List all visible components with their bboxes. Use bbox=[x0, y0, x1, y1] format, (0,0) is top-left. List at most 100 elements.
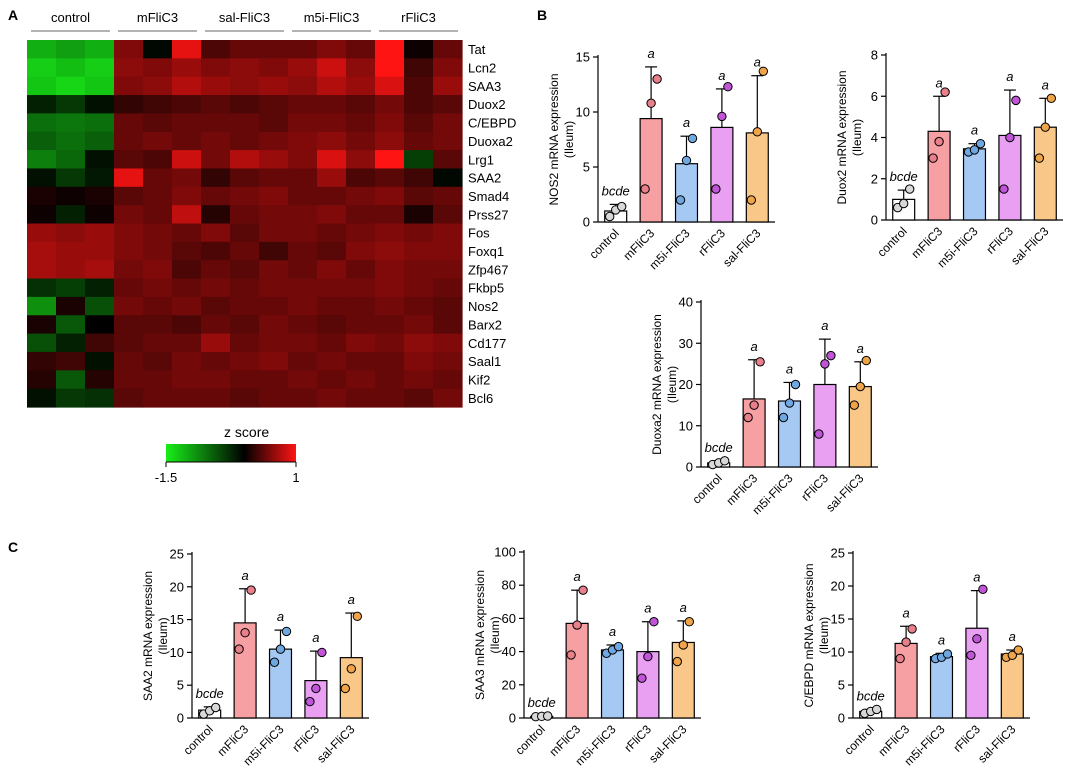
heatmap-cell bbox=[172, 388, 202, 408]
y-tick-label: 25 bbox=[831, 546, 845, 561]
data-point bbox=[861, 355, 871, 366]
heatmap-cell bbox=[85, 388, 115, 408]
data-point bbox=[281, 626, 292, 637]
heatmap-cell bbox=[433, 315, 463, 335]
heatmap-cell bbox=[230, 113, 260, 133]
heatmap-cell bbox=[346, 205, 376, 225]
data-point bbox=[317, 647, 327, 658]
heatmap-cell bbox=[230, 315, 260, 335]
y-tick-label: 10 bbox=[576, 105, 590, 120]
heatmap-cell bbox=[404, 223, 434, 243]
y-axis-label-line: NOS2 mRNA expression bbox=[547, 73, 561, 205]
heatmap-cell bbox=[85, 58, 115, 78]
heatmap-cell bbox=[85, 150, 115, 170]
heatmap-cell bbox=[172, 370, 202, 390]
heatmap-cell bbox=[230, 278, 260, 298]
heatmap-cell bbox=[27, 40, 57, 59]
heatmap-cell bbox=[230, 351, 260, 371]
heatmap-cell bbox=[85, 315, 115, 335]
heatmap-cell bbox=[27, 388, 57, 408]
heatmap-cell bbox=[433, 333, 463, 353]
heatmap-cell bbox=[317, 113, 347, 133]
heatmap-cell bbox=[114, 333, 144, 353]
colorbar-tick-label: 1 bbox=[292, 470, 299, 485]
chart-saa3: 0 20 40 60 80 100 SAA3 mRNA expression(Ileum) b… bbox=[473, 545, 701, 768]
heatmap-cell bbox=[172, 241, 202, 261]
heatmap-cell bbox=[346, 76, 376, 96]
y-tick-label: 10 bbox=[831, 645, 845, 660]
significance-label: a bbox=[938, 632, 945, 647]
heatmap-gene-label: Barx2 bbox=[468, 317, 502, 332]
heatmap-cell bbox=[56, 168, 86, 188]
heatmap-cell bbox=[433, 388, 463, 408]
y-tick-label: 20 bbox=[679, 377, 693, 392]
y-tick-label: 100 bbox=[494, 545, 516, 560]
heatmap-cell bbox=[27, 351, 57, 371]
data-point bbox=[672, 656, 682, 667]
heatmap-cell bbox=[288, 333, 318, 353]
heatmap-cell bbox=[27, 241, 57, 261]
data-point bbox=[746, 195, 756, 205]
bar bbox=[998, 134, 1022, 221]
panel-letter-c: C bbox=[8, 539, 18, 555]
heatmap-cell bbox=[172, 168, 202, 188]
heatmap-cell bbox=[259, 150, 289, 170]
colorbar bbox=[166, 444, 296, 462]
heatmap-cell bbox=[259, 333, 289, 353]
heatmap-cell bbox=[56, 278, 86, 298]
heatmap-cell bbox=[259, 260, 289, 280]
heatmap-cell bbox=[404, 168, 434, 188]
significance-label: a bbox=[644, 601, 651, 616]
heatmap-cell bbox=[404, 260, 434, 280]
heatmap-gene-label: Fkbp5 bbox=[468, 281, 504, 296]
y-axis-label-line: (Ileum) bbox=[850, 119, 864, 156]
heatmap-cell bbox=[114, 76, 144, 96]
heatmap-cell bbox=[433, 260, 463, 280]
y-tick-label: 5 bbox=[583, 160, 590, 175]
heatmap-cell bbox=[346, 388, 376, 408]
y-tick-label: 5 bbox=[838, 678, 845, 693]
heatmap-gene-label: Duoxa2 bbox=[468, 134, 513, 149]
bar bbox=[565, 622, 589, 719]
heatmap-cell bbox=[56, 223, 86, 243]
heatmap-cell bbox=[172, 58, 202, 78]
heatmap-cell bbox=[317, 223, 347, 243]
heatmap-cell bbox=[404, 241, 434, 261]
bar bbox=[671, 641, 695, 719]
heatmap-cell bbox=[27, 131, 57, 151]
data-point bbox=[720, 456, 730, 466]
heatmap-cell bbox=[230, 205, 260, 225]
significance-label: a bbox=[1042, 77, 1049, 92]
heatmap-cell bbox=[201, 95, 231, 114]
heatmap-gene-label: Tat bbox=[468, 42, 486, 57]
x-tick-label: control bbox=[841, 722, 876, 757]
heatmap-cell bbox=[288, 370, 318, 390]
heatmap-cell bbox=[230, 150, 260, 170]
significance-label: a bbox=[902, 605, 909, 620]
significance-label: a bbox=[573, 569, 580, 584]
heatmap-group-label: mFliC3 bbox=[137, 10, 178, 25]
heatmap-cell bbox=[375, 76, 405, 96]
heatmap-cell bbox=[56, 296, 86, 316]
data-point bbox=[820, 359, 830, 369]
heatmap-cell bbox=[201, 186, 231, 206]
heatmap-cell bbox=[433, 296, 463, 316]
heatmap-cell bbox=[433, 76, 463, 96]
y-tick-label: 0 bbox=[583, 215, 590, 230]
data-point bbox=[872, 704, 882, 715]
data-point bbox=[934, 136, 944, 147]
data-point bbox=[940, 87, 950, 97]
heatmap-cell bbox=[288, 223, 318, 243]
heatmap-cell bbox=[56, 388, 86, 408]
heatmap-cell bbox=[201, 296, 231, 316]
heatmap-cell bbox=[288, 315, 318, 335]
y-axis-label-line: Duoxa2 mRNA expression bbox=[650, 314, 664, 455]
heatmap-cell bbox=[143, 76, 173, 96]
y-axis-label-line: (Ileum) bbox=[156, 617, 170, 654]
heatmap-cell bbox=[317, 76, 347, 96]
heatmap-cell bbox=[143, 388, 173, 408]
heatmap-cell bbox=[85, 113, 115, 133]
heatmap-cell bbox=[114, 40, 144, 59]
heatmap-cell bbox=[56, 205, 86, 225]
